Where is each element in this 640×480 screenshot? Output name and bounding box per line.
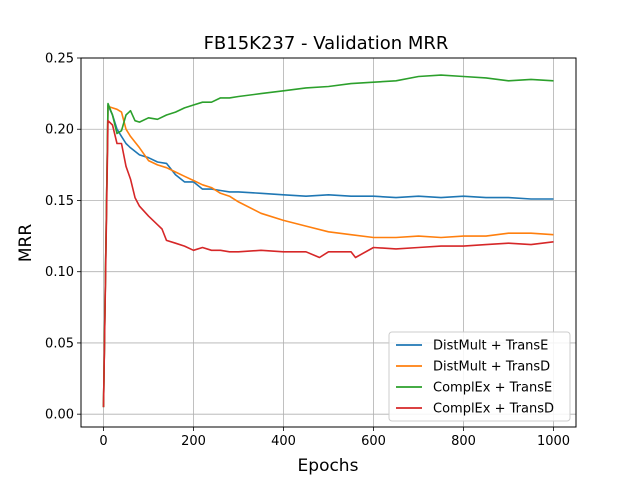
series-line-4	[102, 119, 554, 408]
grid	[81, 57, 576, 427]
y-tick-label: 0.10	[45, 265, 74, 280]
x-tick-label: 200	[181, 434, 206, 449]
legend-box	[388, 331, 571, 422]
legend-label: DistMult + TransD	[433, 360, 550, 375]
x-tick-label: 0	[99, 434, 107, 449]
legend: DistMult + TransE DistMult + TransD ComplE…	[388, 331, 571, 422]
x-tick-label: 400	[271, 434, 296, 449]
ticks: 0 200 400 600 800 1000 0.00 0.05 0.10 0.15 0.20 0.2…	[45, 52, 570, 450]
series-layer	[102, 74, 554, 408]
x-tick-label: 600	[361, 434, 386, 449]
plot-frame	[80, 57, 577, 428]
y-tick-label: 0.00	[45, 408, 74, 423]
series-line-2	[102, 105, 554, 408]
legend-label: ComplEx + TransD	[433, 402, 554, 417]
y-tick-label: 0.15	[45, 194, 74, 209]
x-tick-label: 800	[451, 434, 476, 449]
legend-label: DistMult + TransE	[433, 339, 548, 354]
series-line-1	[102, 104, 554, 408]
y-axis-title: MRR	[16, 224, 36, 262]
chart-title: FB15K237 - Validation MRR	[204, 33, 449, 54]
x-axis-title: Epochs	[298, 456, 359, 476]
legend-label: ComplEx + TransE	[433, 381, 552, 396]
y-tick-label: 0.25	[45, 52, 74, 67]
y-tick-label: 0.05	[45, 336, 74, 351]
x-tick-label: 1000	[537, 434, 570, 449]
y-tick-label: 0.20	[45, 123, 74, 138]
series-line-3	[102, 74, 554, 408]
